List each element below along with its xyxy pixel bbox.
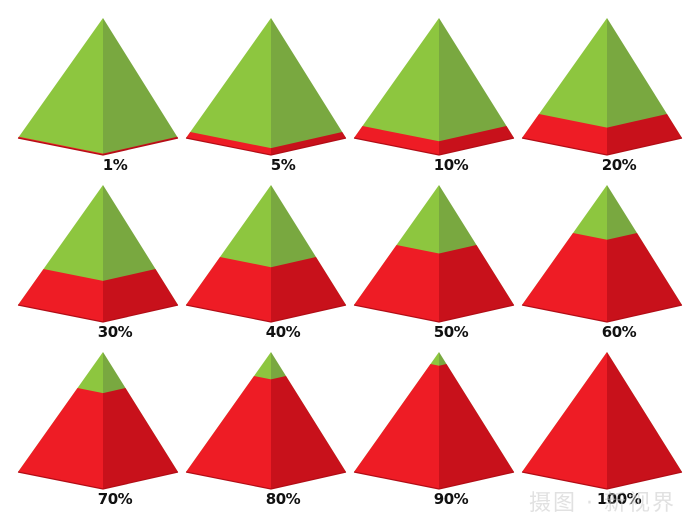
pyramid-60-percent: 60% (521, 185, 683, 341)
red-right-face (103, 388, 178, 489)
red-left-face (522, 233, 607, 322)
watermark: 摄图 · 新视界 (529, 491, 676, 516)
red-base-edge (185, 304, 347, 323)
percent-label: 5% (271, 156, 296, 174)
red-base-edge (353, 137, 515, 156)
red-base-edge (521, 137, 683, 156)
red-base-edge (521, 471, 683, 490)
red-base-edge (353, 471, 515, 490)
green-left-face (186, 18, 271, 155)
percent-label: 20% (602, 156, 637, 174)
red-right-face (439, 364, 514, 489)
red-left-face (186, 257, 271, 322)
percent-label: 1% (103, 156, 128, 174)
green-right-face (439, 18, 514, 155)
red-right-face (439, 245, 514, 322)
percent-label: 50% (434, 323, 469, 341)
pyramid-5-percent: 5% (185, 18, 347, 174)
green-left-face (354, 18, 439, 155)
percent-label: 80% (266, 490, 301, 508)
red-right-face (271, 132, 346, 155)
red-base-edge (17, 137, 179, 156)
pyramid-20-percent: 20% (521, 18, 683, 174)
red-right-face (271, 376, 346, 489)
pyramid-80-percent: 80% (185, 352, 347, 508)
red-left-face (354, 126, 439, 155)
green-right-face (271, 18, 346, 155)
red-right-face (607, 352, 682, 489)
red-base-edge (185, 471, 347, 490)
pyramid-70-percent: 70% (17, 352, 179, 508)
red-left-face (186, 132, 271, 155)
green-left-face (18, 18, 103, 155)
red-base-edge (185, 137, 347, 156)
red-left-face (18, 388, 103, 489)
red-right-face (439, 126, 514, 155)
red-right-face (607, 114, 682, 155)
red-base-edge (17, 304, 179, 323)
red-left-face (522, 114, 607, 155)
pyramid-1-percent: 1% (17, 18, 179, 174)
percent-label: 30% (98, 323, 133, 341)
pyramid-10-percent: 10% (353, 18, 515, 174)
pyramid-90-percent: 90% (353, 352, 515, 508)
red-base-edge (17, 471, 179, 490)
red-left-face (186, 376, 271, 489)
pyramid-30-percent: 30% (17, 185, 179, 341)
pyramid-100-percent: 100% (521, 352, 683, 508)
red-left-face (522, 352, 607, 489)
red-left-face (354, 364, 439, 489)
red-right-face (271, 257, 346, 322)
percent-label: 40% (266, 323, 301, 341)
percent-label: 90% (434, 490, 469, 508)
pyramid-50-percent: 50% (353, 185, 515, 341)
red-base-edge (521, 304, 683, 323)
green-right-face (103, 18, 178, 155)
percent-label: 60% (602, 323, 637, 341)
percent-label: 10% (434, 156, 469, 174)
red-right-face (607, 233, 682, 322)
percent-label: 100% (597, 490, 642, 508)
red-base-edge (353, 304, 515, 323)
pyramid-40-percent: 40% (185, 185, 347, 341)
percent-label: 70% (98, 490, 133, 508)
red-left-face (354, 245, 439, 322)
